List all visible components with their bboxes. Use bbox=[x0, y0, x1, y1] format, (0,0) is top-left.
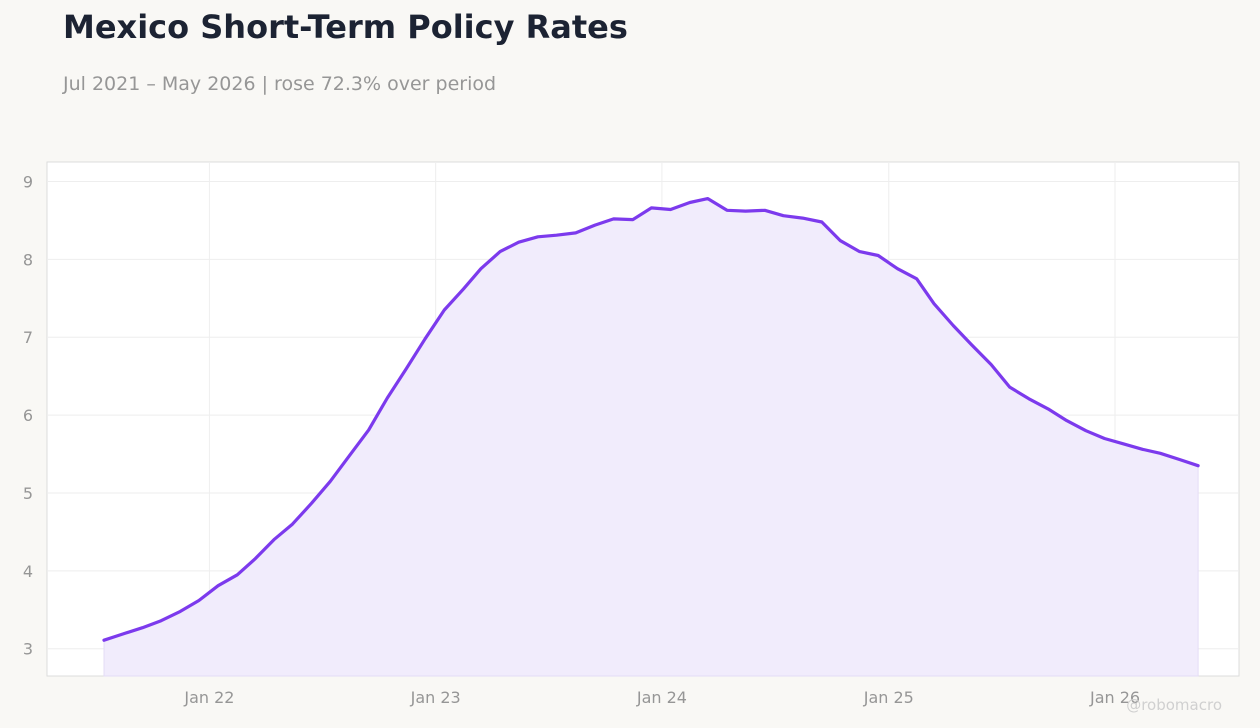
chart-title: Mexico Short-Term Policy Rates bbox=[63, 8, 628, 46]
y-tick-label: 9 bbox=[23, 172, 33, 191]
series-line bbox=[102, 197, 1200, 642]
y-tick-label: 5 bbox=[23, 484, 33, 503]
x-axis-ticks: Jan 22 Jan 23 Jan 24 Jan 25 Jan 26 bbox=[183, 688, 1140, 707]
y-tick-label: 8 bbox=[23, 250, 33, 269]
y-tick-label: 7 bbox=[23, 328, 33, 347]
y-tick-label: 4 bbox=[23, 562, 33, 581]
x-tick-label: Jan 22 bbox=[183, 688, 234, 707]
x-tick-label: Jan 26 bbox=[1089, 688, 1140, 707]
x-tick-label: Jan 23 bbox=[410, 688, 461, 707]
x-tick-label: Jan 25 bbox=[863, 688, 914, 707]
watermark: @robomacro bbox=[1126, 696, 1222, 714]
y-tick-label: 3 bbox=[23, 640, 33, 659]
y-axis-ticks: 3 4 5 6 7 8 9 bbox=[23, 172, 33, 658]
chart-subtitle: Jul 2021 – May 2026 | rose 72.3% over pe… bbox=[63, 73, 497, 95]
x-tick-label: Jan 24 bbox=[636, 688, 687, 707]
y-tick-label: 6 bbox=[23, 406, 33, 425]
